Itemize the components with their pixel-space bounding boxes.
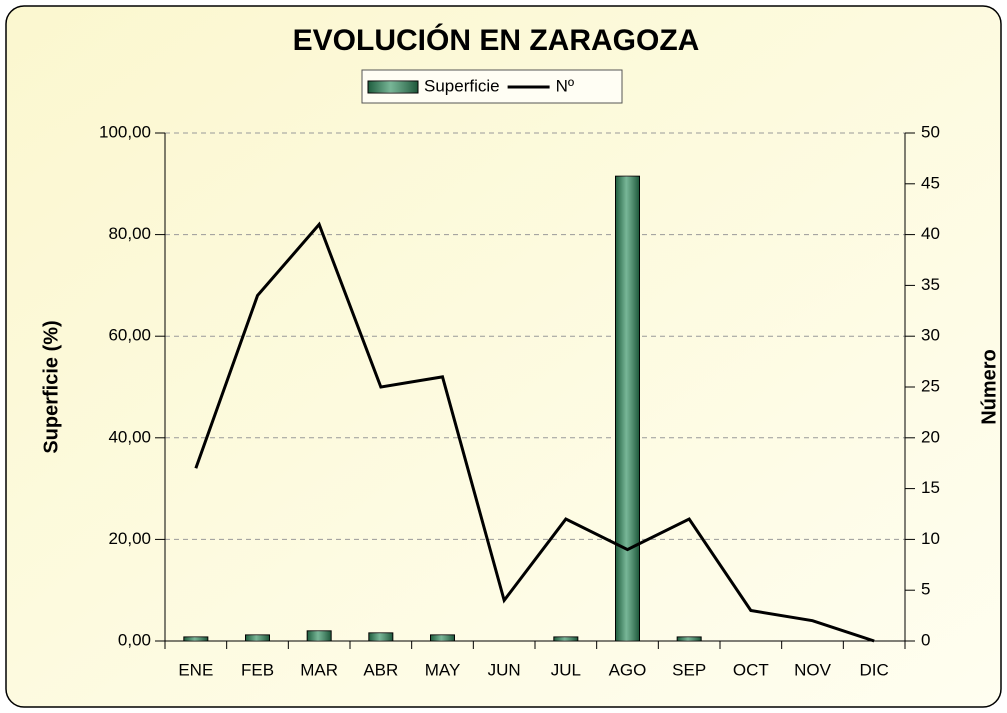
x-tick-label: NOV <box>794 660 832 679</box>
y2-tick-label: 40 <box>921 224 940 243</box>
x-tick-label: AGO <box>609 660 647 679</box>
x-tick-label: OCT <box>733 660 769 679</box>
chart-background <box>5 5 1002 708</box>
x-tick-label: MAR <box>300 660 338 679</box>
y2-tick-label: 35 <box>921 275 940 294</box>
bar-shading <box>183 636 208 641</box>
bar-shading <box>553 636 578 641</box>
y2-tick-label: 10 <box>921 529 940 548</box>
bar-shading <box>677 636 702 641</box>
x-tick-label: ABR <box>363 660 398 679</box>
x-tick-label: SEP <box>672 660 706 679</box>
y2-axis-title: Número <box>978 349 1000 425</box>
line <box>194 221 875 643</box>
x-tick-label: ENE <box>178 660 213 679</box>
x-tick-label: FEB <box>241 660 274 679</box>
x-tick-label: DIC <box>860 660 889 679</box>
y2-tick-label: 25 <box>921 376 940 395</box>
y2-tick-label: 0 <box>921 630 930 649</box>
y2-tick-label: 50 <box>921 122 940 141</box>
y2-tick-label: 5 <box>921 580 930 599</box>
y-tick-label: 80,00 <box>108 224 151 243</box>
y-tick-label: 100,00 <box>99 122 151 141</box>
x-tick-label: MAY <box>425 660 461 679</box>
y-tick-label: 40,00 <box>108 427 151 446</box>
bar-shading <box>430 634 455 641</box>
legend-label: Nº <box>556 76 575 95</box>
y2-tick-label: 45 <box>921 173 940 192</box>
y2-tick-label: 30 <box>921 326 940 345</box>
bar-shading <box>307 630 332 641</box>
y-tick-label: 20,00 <box>108 529 151 548</box>
x-tick-label: JUL <box>551 660 581 679</box>
legend-swatch-shading <box>368 81 418 93</box>
legend-label: Superficie <box>424 76 500 95</box>
chart-title: EVOLUCIÓN EN ZARAGOZA <box>293 23 700 57</box>
y-tick-label: 0,00 <box>118 630 151 649</box>
y2-tick-label: 15 <box>921 478 940 497</box>
bar-shading <box>368 632 393 641</box>
y-tick-label: 60,00 <box>108 326 151 345</box>
bar-shading <box>245 634 270 641</box>
x-tick-label: JUN <box>488 660 521 679</box>
y-axis-title: Superficie (%) <box>40 320 62 453</box>
bar-shading <box>615 176 640 641</box>
y2-tick-label: 20 <box>921 427 940 446</box>
